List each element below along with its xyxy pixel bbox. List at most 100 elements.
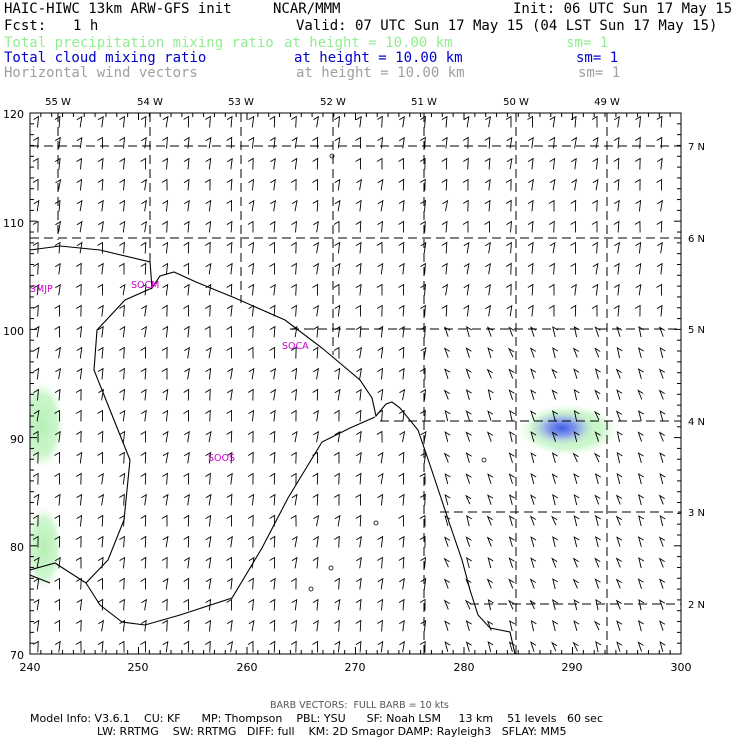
wind-barb (141, 199, 148, 212)
wind-barb (140, 619, 147, 632)
y-grid-labels: 120 110 100 90 80 70 (3, 108, 24, 662)
wind-barb (572, 557, 579, 568)
wind-barb (420, 136, 426, 149)
wind-barb (444, 494, 451, 506)
wind-barb (75, 283, 82, 296)
wind-barb (441, 220, 448, 233)
wind-barb (487, 473, 494, 484)
wind-barb (551, 515, 558, 526)
wind-barb (635, 136, 641, 149)
wind-barb (32, 241, 39, 254)
wind-barb (356, 346, 363, 359)
wind-barb (141, 220, 148, 233)
wind-barb (119, 220, 126, 233)
wind-barb (248, 304, 255, 317)
wind-barb (54, 388, 61, 401)
wind-barb (226, 115, 233, 128)
wind-barb (487, 494, 494, 505)
wind-barb (398, 598, 405, 611)
wind-barb (356, 535, 362, 548)
wind-barb (485, 283, 491, 296)
wind-barb (54, 430, 61, 443)
wind-barb (204, 178, 211, 191)
wind-barb (376, 430, 383, 443)
field-height-cloud: at height = 10.00 km (294, 50, 463, 66)
wind-barb (226, 493, 233, 506)
wind-barb (505, 199, 512, 212)
wind-barb (659, 620, 666, 631)
wind-barb (508, 599, 515, 610)
field-height-precip: at height = 10.00 km (284, 35, 453, 51)
wind-barb (334, 325, 341, 338)
wind-barb (313, 514, 320, 527)
wind-barb (33, 556, 40, 569)
wind-barb (54, 451, 60, 464)
wind-barb (527, 115, 533, 128)
wind-barb (443, 599, 450, 610)
wind-barb (548, 283, 555, 296)
wind-barb (97, 346, 104, 359)
wind-barb (141, 178, 148, 191)
wind-barb (54, 157, 61, 170)
wind-barb (355, 136, 361, 149)
wind-barb (183, 283, 190, 296)
wind-barb (269, 115, 276, 128)
wind-barb (119, 472, 126, 485)
wind-barb (572, 578, 579, 589)
wind-barb (97, 283, 104, 296)
wind-barb (226, 577, 233, 590)
lon-labels: 55 W 54 W 53 W 52 W 51 W 50 W 49 W (45, 97, 620, 108)
wind-barb (76, 136, 83, 149)
wind-barb (76, 199, 83, 212)
wind-barb (97, 325, 104, 338)
wind-barb (616, 346, 623, 359)
wind-barb (97, 409, 103, 422)
wind-barb (355, 304, 362, 317)
wind-barb (248, 493, 255, 506)
wind-barb (184, 367, 191, 380)
wind-barb (162, 388, 169, 401)
y-tick-label: 120 (3, 108, 24, 121)
wind-barb (552, 536, 559, 548)
wind-barb (55, 346, 62, 359)
lat-label: 2 N (688, 600, 705, 611)
wind-barb (570, 283, 577, 296)
wind-barb (161, 367, 168, 380)
wind-barb (291, 598, 298, 611)
wind-barb (615, 410, 623, 421)
wind-barb (140, 115, 147, 128)
wind-barb (226, 598, 233, 611)
calm-markers (308, 153, 487, 592)
wind-barb (487, 598, 494, 611)
wind-barb (484, 136, 491, 149)
wind-barb (377, 535, 384, 548)
wind-barb (248, 115, 255, 128)
wind-barb (97, 640, 104, 653)
wind-barb (226, 514, 233, 527)
wind-barb (551, 389, 558, 400)
wind-barb (420, 262, 426, 275)
wind-barb (637, 410, 644, 422)
wind-barb (355, 430, 362, 443)
wind-barb (613, 157, 620, 170)
wind-barb (161, 514, 168, 527)
org-label: NCAR/MMM (273, 1, 341, 17)
wind-barb (465, 494, 472, 505)
wind-barb (420, 220, 426, 233)
wind-barb (205, 304, 211, 317)
wind-barb (658, 389, 665, 400)
wind-barb (637, 536, 644, 548)
wind-barb (75, 640, 82, 653)
station-labels: SMJP SOCM SOCA SOOS (30, 280, 309, 464)
wind-barb (98, 619, 105, 632)
wind-barb (205, 640, 211, 653)
wind-barb (551, 431, 558, 442)
wind-barb (269, 535, 276, 548)
wind-barb (465, 620, 472, 632)
wind-barb (377, 346, 384, 359)
wind-barb (313, 262, 320, 275)
station-label-soos: SOOS (208, 453, 235, 464)
wind-barb (334, 178, 341, 191)
wind-barb (506, 136, 513, 149)
wind-barb (527, 262, 534, 275)
